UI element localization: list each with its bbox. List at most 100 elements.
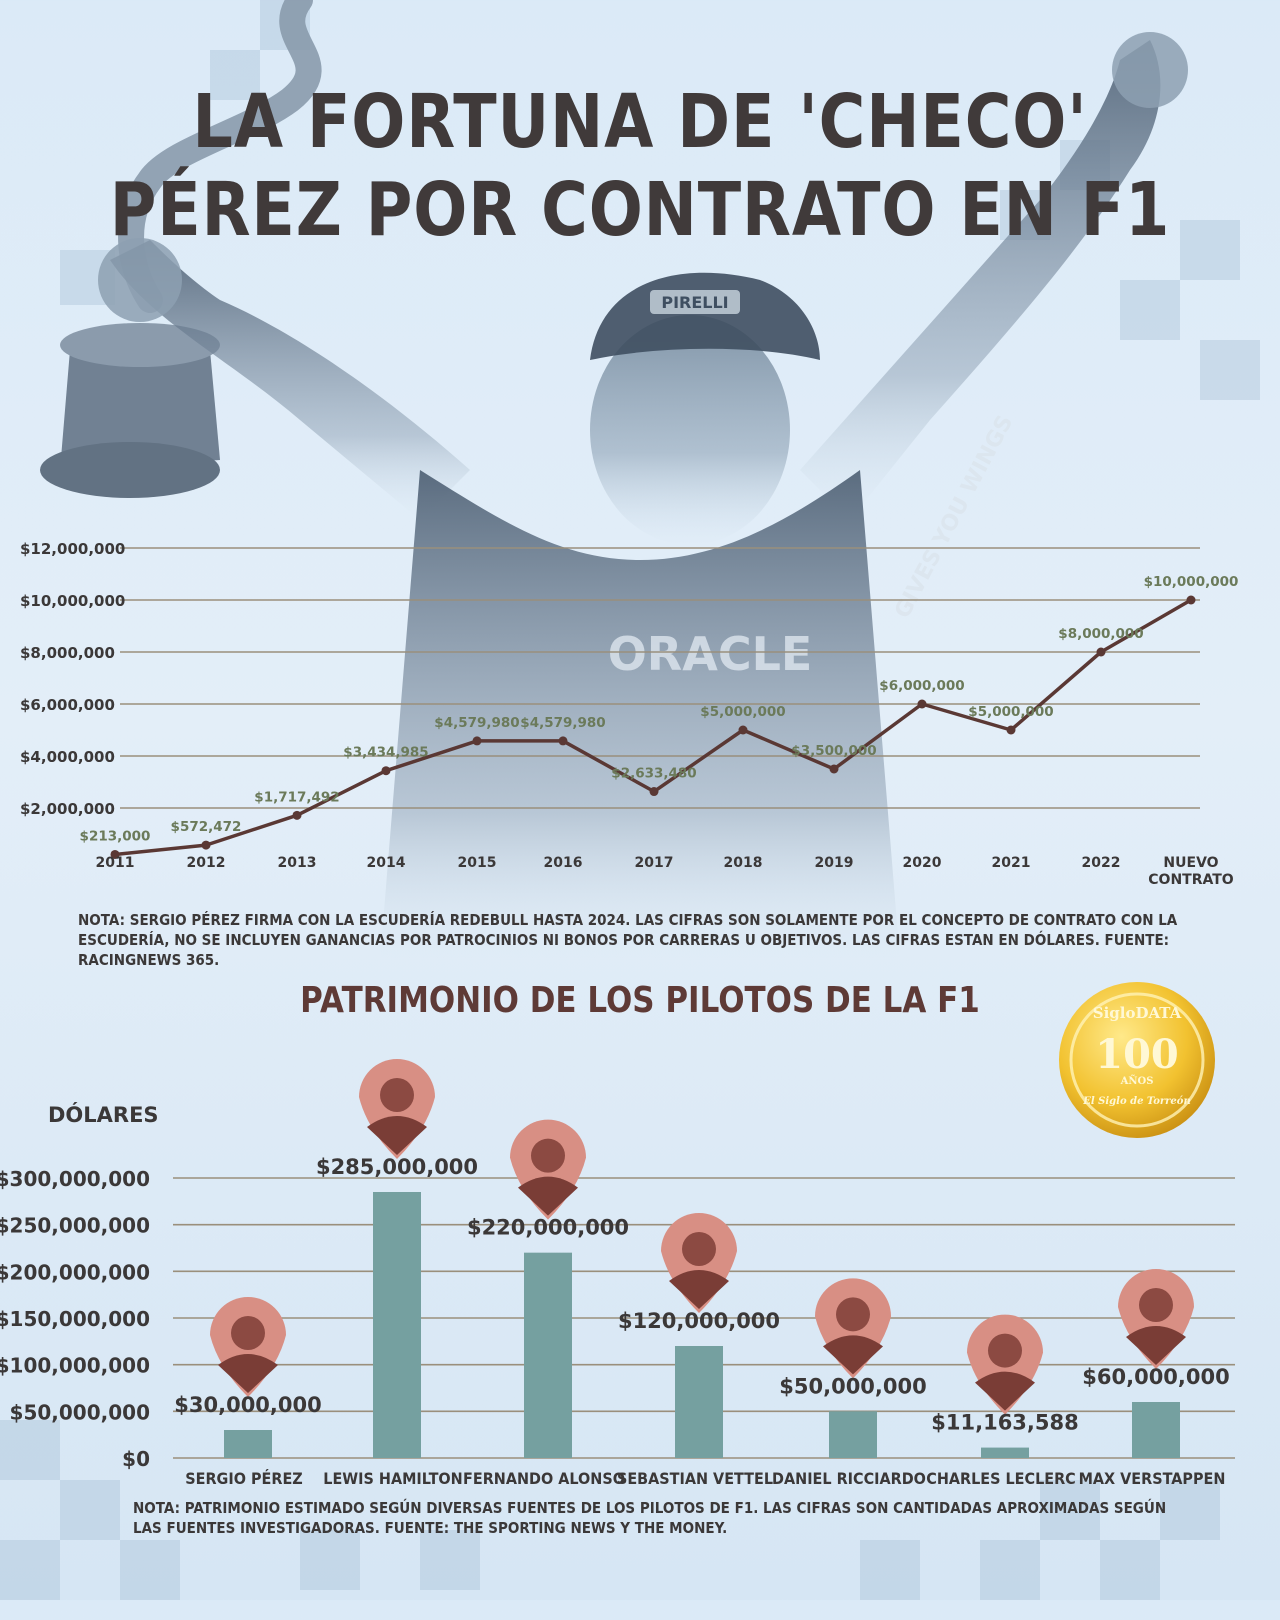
- avatar-body: [218, 1354, 278, 1393]
- driver-avatar-pin: [210, 1297, 286, 1397]
- bar: [373, 1192, 421, 1458]
- line-y-tick-label: $6,000,000: [20, 696, 115, 714]
- line-data-label: $4,579,980: [520, 715, 605, 731]
- line-point: [829, 764, 839, 774]
- seal-sub: AÑOS: [1120, 1075, 1154, 1087]
- line-data-label: $3,434,985: [343, 745, 428, 761]
- driver-avatar-pin: [815, 1278, 891, 1379]
- line-x-tick-label: 2018: [724, 855, 763, 871]
- page-title: LA FORTUNA DE 'CHECO' PÉREZ POR CONTRATO…: [109, 78, 1171, 253]
- trophy-icon: [40, 0, 322, 498]
- bar: [675, 1346, 723, 1458]
- line-data-label: $5,000,000: [700, 704, 785, 720]
- avatar-face: [380, 1078, 414, 1112]
- bar-data-label: $120,000,000: [618, 1309, 780, 1333]
- driver-avatar-pin: [1118, 1269, 1194, 1369]
- line-data-label: $6,000,000: [879, 678, 964, 694]
- driver-avatar-pin: [510, 1119, 586, 1220]
- line-y-tick-label: $4,000,000: [20, 748, 115, 766]
- line-point: [1096, 647, 1106, 657]
- line-data-label: $213,000: [80, 828, 151, 844]
- avatar-body: [1126, 1326, 1186, 1365]
- avatar-body: [975, 1371, 1035, 1411]
- avatar-face: [988, 1333, 1022, 1368]
- cap-text: PIRELLI: [661, 293, 728, 312]
- bar-x-tick-label: SEBASTIAN VETTEL: [617, 1469, 773, 1488]
- line-point: [558, 736, 568, 746]
- line-data-label: $572,472: [171, 819, 242, 835]
- bar-y-tick-label: $200,000,000: [0, 1260, 150, 1284]
- line-point: [917, 699, 927, 709]
- avatar-face: [531, 1138, 565, 1173]
- avatar-body: [669, 1270, 729, 1309]
- line-point: [649, 787, 659, 797]
- line-y-tick-label: $10,000,000: [20, 592, 125, 610]
- avatar-face: [1139, 1288, 1173, 1322]
- line-point: [381, 766, 391, 776]
- seal-name: El Siglo de Torreón: [1082, 1096, 1191, 1107]
- bar-y-axis-label: DÓLARES: [48, 1102, 159, 1127]
- bar-y-tick-label: $100,000,000: [0, 1354, 150, 1378]
- line-data-label: $3,500,000: [791, 743, 876, 759]
- contract-line-chart: $2,000,000 $4,000,000 $6,000,000 $8,000,000…: [20, 540, 1239, 888]
- line-y-tick-label: $12,000,000: [20, 540, 125, 558]
- avatar-body: [367, 1116, 427, 1155]
- driver-avatar-pin: [661, 1213, 737, 1313]
- bar: [524, 1252, 572, 1458]
- avatar-face: [836, 1297, 870, 1332]
- avatar-body: [518, 1176, 578, 1216]
- siglo-data-seal: SigloDATA 100 AÑOS El Siglo de Torreón: [1059, 982, 1215, 1138]
- bar-x-tick-label: DANIEL RICCIARDO: [772, 1469, 926, 1488]
- bar-x-tick-label: CHARLES LECLERC: [926, 1469, 1075, 1488]
- driver-avatar-pin: [359, 1059, 435, 1159]
- bar-x-tick-label: FERNANDO ALONSO: [463, 1469, 625, 1488]
- line-x-tick-label: 2017: [635, 855, 674, 871]
- bar: [1132, 1402, 1180, 1458]
- bar: [829, 1411, 877, 1458]
- line-data-label: $5,000,000: [968, 704, 1053, 720]
- bar-x-tick-label: SERGIO PÉREZ: [185, 1468, 302, 1488]
- line-x-tick-label: 2016: [544, 855, 583, 871]
- line-x-tick-label: 2012: [187, 855, 226, 871]
- bar-y-tick-label: $0: [122, 1447, 150, 1471]
- bar-x-tick-label: MAX VERSTAPPEN: [1079, 1469, 1226, 1488]
- line-x-tick-label: 2019: [815, 855, 854, 871]
- driver-photo: PIRELLI ORACLE GIVES YOU WINGS: [40, 0, 1188, 960]
- line-point: [110, 849, 120, 859]
- contract-line: [114, 598, 1192, 857]
- bar-data-label: $220,000,000: [467, 1216, 629, 1240]
- driver-avatar-pin: [967, 1314, 1043, 1415]
- contract-note: NOTA: SERGIO PÉREZ FIRMA CON LA ESCUDERÍ…: [78, 911, 1178, 969]
- line-data-label: $10,000,000: [1144, 574, 1239, 590]
- line-data-label: $8,000,000: [1058, 626, 1143, 642]
- line-point: [1186, 595, 1196, 605]
- bar-y-tick-label: $50,000,000: [10, 1400, 150, 1424]
- line-point: [292, 810, 302, 820]
- line-data-label: $4,579,980: [434, 715, 519, 731]
- bar-data-label: $50,000,000: [779, 1374, 926, 1398]
- avatar-face: [682, 1232, 716, 1266]
- avatar-body: [823, 1335, 883, 1375]
- line-point: [738, 725, 748, 735]
- seal-brand: SigloDATA: [1093, 1004, 1182, 1022]
- bar: [224, 1430, 272, 1458]
- line-y-tick-label: $8,000,000: [20, 644, 115, 662]
- avatar-face: [231, 1316, 265, 1350]
- section-title: PATRIMONIO DE LOS PILOTOS DE LA F1: [300, 980, 980, 1021]
- line-x-tick-label: NUEVO CONTRATO: [1148, 855, 1234, 888]
- line-x-tick-label: 2020: [903, 855, 942, 871]
- bar: [981, 1447, 1029, 1458]
- bar-data-label: $285,000,000: [316, 1155, 478, 1179]
- line-data-label: $1,717,492: [254, 789, 339, 805]
- line-x-tick-label: 2011: [96, 855, 135, 871]
- bar-data-label: $11,163,588: [931, 1411, 1078, 1435]
- line-point: [472, 736, 482, 746]
- bar-y-tick-label: $250,000,000: [0, 1214, 150, 1238]
- bar-y-tick-label: $150,000,000: [0, 1307, 150, 1331]
- net-worth-note: NOTA: PATRIMONIO ESTIMADO SEGÚN DIVERSAS…: [133, 1499, 1167, 1537]
- line-point: [201, 840, 211, 850]
- line-y-tick-label: $2,000,000: [20, 800, 115, 818]
- seal-number: 100: [1095, 1031, 1179, 1078]
- line-x-tick-label: 2022: [1082, 855, 1121, 871]
- line-x-tick-label: 2013: [278, 855, 317, 871]
